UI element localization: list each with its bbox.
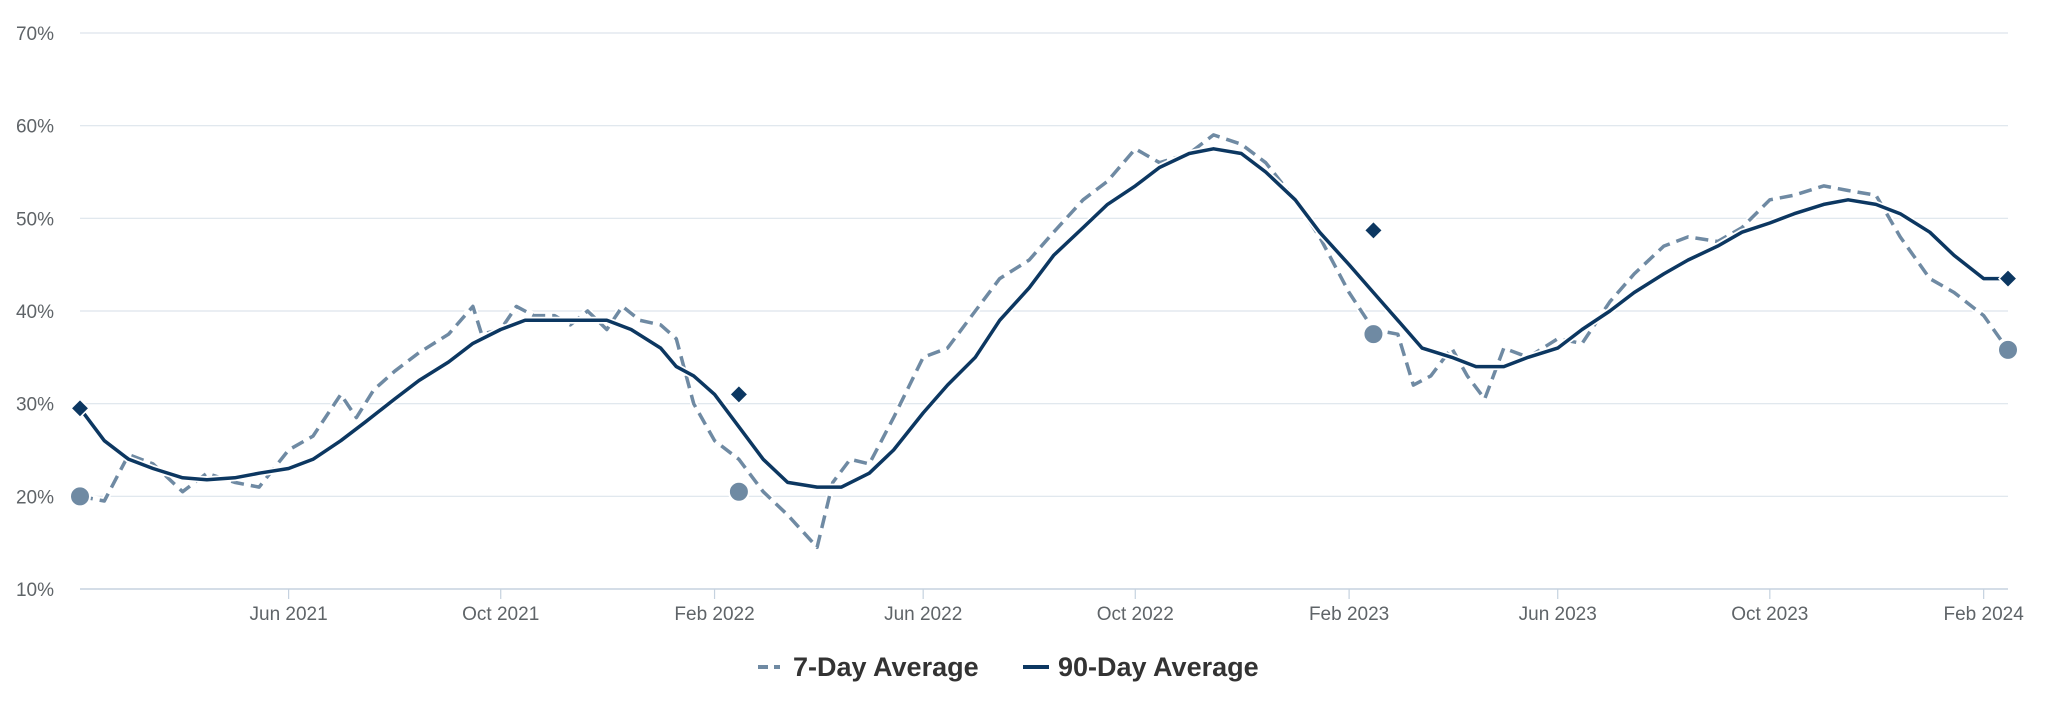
x-tick-label: Jun 2023 <box>1519 604 1597 625</box>
y-tick-label: 30% <box>16 395 54 416</box>
y-axis: 10% 20% 30% 40% 50% 60% 70% <box>16 24 54 601</box>
marker-90-day-point <box>1997 268 2019 289</box>
x-tick-label: Oct 2023 <box>1731 604 1808 625</box>
grid-lines <box>80 32 2008 590</box>
x-axis: Jun 2021 Oct 2021 Feb 2022 Jun 2022 Oct 2022… <box>250 589 2025 625</box>
y-tick-label: 70% <box>16 24 54 45</box>
x-tick-label: Oct 2021 <box>462 604 539 625</box>
legend-item-7-day[interactable]: 7-Day Average <box>758 652 979 682</box>
legend: 7-Day Average 90-Day Average <box>758 652 1259 682</box>
marker-7-day-point <box>69 485 91 508</box>
x-tick-label: Jun 2022 <box>884 604 962 625</box>
x-tick-label: Feb 2022 <box>674 604 754 625</box>
marker-7-day-point <box>727 480 750 503</box>
y-tick-label: 20% <box>16 487 54 508</box>
marker-90-day-point <box>69 398 91 419</box>
series-lines <box>76 131 2012 551</box>
series-7-day-line <box>79 133 2010 550</box>
x-tick-label: Feb 2023 <box>1309 604 1389 625</box>
legend-item-90-day[interactable]: 90-Day Average <box>1023 652 1259 682</box>
series-markers <box>69 220 2019 508</box>
x-tick-label: Feb 2024 <box>1944 604 2025 625</box>
series-90-day-halo <box>76 145 2012 491</box>
y-tick-label: 60% <box>16 117 54 138</box>
series-90-day-line <box>78 147 2010 489</box>
y-tick-label: 50% <box>16 209 54 230</box>
x-tick-label: Jun 2021 <box>250 604 328 625</box>
y-tick-label: 10% <box>16 580 54 601</box>
legend-label-7-day: 7-Day Average <box>793 652 979 682</box>
series-7-day-halo <box>79 131 2011 551</box>
marker-90-day-point <box>728 384 749 405</box>
marker-90-day-point <box>1363 220 1384 241</box>
legend-label-90-day: 90-Day Average <box>1058 652 1259 682</box>
y-tick-label: 40% <box>16 302 54 323</box>
marker-7-day-point <box>1997 338 2019 361</box>
x-tick-label: Oct 2022 <box>1097 604 1174 625</box>
marker-7-day-point <box>1362 323 1385 346</box>
